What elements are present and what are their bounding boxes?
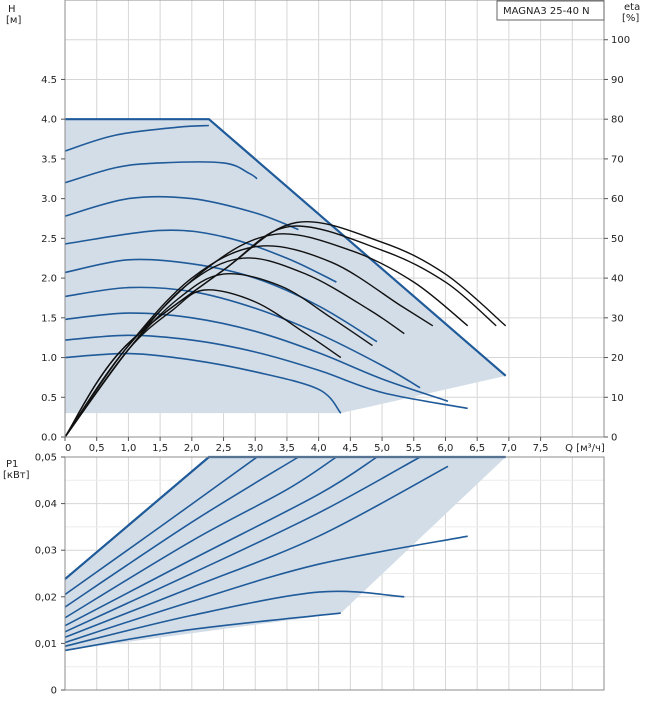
top-y-tick-label: 1.0 [41,353,57,364]
top-x-tick-label: 7,5 [533,443,549,454]
head-curve-1 [64,124,209,152]
bottom-y-tick-label: 0,02 [35,592,57,603]
bottom-y-tick-label: 0,01 [35,639,57,650]
top-y2-tick-label: 10 [611,393,624,404]
power-curve-7 [64,465,449,639]
model-label: MAGNA3 25-40 N [503,6,590,17]
power-curve-6 [64,456,421,633]
top-y2-tick-label: 80 [611,115,624,126]
top-x-tick-label: 4,5 [342,443,358,454]
top-y-tick-label: 1.5 [41,313,57,324]
top-envelope-boundary [65,118,507,377]
top-x-tick-label: 3,0 [247,443,263,454]
top-y-tick-label: 3.0 [41,194,57,205]
top-head-curves [64,124,468,414]
y-axis-title-bottom: P1 [6,459,18,470]
head-curve-8 [64,334,468,410]
efficiency-curve-2 [64,225,497,438]
top-y-tick-label: 2.5 [41,234,57,245]
power-curve-4 [64,456,337,619]
power-curve-9 [64,590,405,647]
bottom-y-tick-label: 0 [51,686,57,697]
power-curve-5 [64,456,378,627]
top-x-tick-label: 2,5 [216,443,232,454]
bottom-power-curves [64,456,468,652]
top-x-tick-label: 0,5 [89,443,105,454]
efficiency-curve-7 [64,289,342,438]
top-y-tick-label: 2.0 [41,274,57,285]
top-x-tick-label: 6,0 [438,443,454,454]
bottom-y-tick-label: 0,04 [35,499,57,510]
top-y2-tick-label: 90 [611,75,624,86]
head-curve-5 [64,258,378,343]
bottom-envelope-fill [65,457,506,651]
y2-axis-title: eta [624,2,640,13]
bottom-frame [64,456,605,691]
power-curve-10 [64,612,341,652]
head-curve-3 [64,195,299,231]
bottom-y-tick-label: 0,03 [35,546,57,557]
top-frame [64,0,605,438]
top-y-tick-label: 3.5 [41,154,57,165]
top-y2-tick-label: 70 [611,154,624,165]
top-x-tick-label: 1,0 [120,443,136,454]
power-curve-2 [64,456,258,596]
top-x-tick-label: 4,0 [311,443,327,454]
top-y-tick-label: 4.5 [41,75,57,86]
top-x-tick-label: 7,0 [501,443,517,454]
y-axis-unit-top: [м] [6,15,21,26]
head-curve-2 [64,161,258,184]
head-curve-6 [64,286,421,389]
top-y2-tick-label: 0 [611,433,617,444]
bottom-axes: 0 0,01 0,02 0,03 0,04 0,05 [35,453,605,697]
top-x-tick-label: 6,5 [469,443,485,454]
head-curve-7 [64,312,449,402]
head-curve-4 [64,229,337,283]
top-x-tick-label: 1,5 [152,443,168,454]
top-y2-tick-label: 30 [611,313,624,324]
top-x-tick-label: 5,0 [374,443,390,454]
bottom-y-tick-label: 0,05 [35,453,57,464]
top-x-tick-label: 0 [65,443,71,454]
top-y2-tick-label: 40 [611,274,624,285]
top-y2-tick-label: 50 [611,234,624,245]
model-label-box: MAGNA3 25-40 N [496,0,605,21]
top-y2-tick-label: 100 [611,35,630,46]
x-axis-title: Q [м³/ч] [565,443,605,454]
top-y2-tick-label: 20 [611,353,624,364]
top-y2-tick-label: 60 [611,194,624,205]
top-axes: 0.0 0.5 1.0 1.5 2.0 2.5 3.0 3.5 4.0 4.5 0 10 20 30 40 5… [41,0,630,454]
top-x-tick-label: 5,5 [406,443,422,454]
y-axis-unit-bottom: [кВт] [3,470,30,481]
power-curve-3 [64,456,299,608]
efficiency-curve-4 [64,245,434,438]
top-y-tick-label: 4.0 [41,115,57,126]
power-curve-1 [64,456,210,580]
top-efficiency-curves [64,220,507,438]
top-x-tick-label: 2,0 [184,443,200,454]
top-y-tick-label: 0.5 [41,393,57,404]
y-axis-title-top: H [8,4,16,15]
y2-axis-unit: [%] [622,13,639,24]
top-y-tick-label: 0.0 [41,433,57,444]
power-curve-8 [64,535,468,644]
top-x-tick-label: 3,5 [279,443,295,454]
